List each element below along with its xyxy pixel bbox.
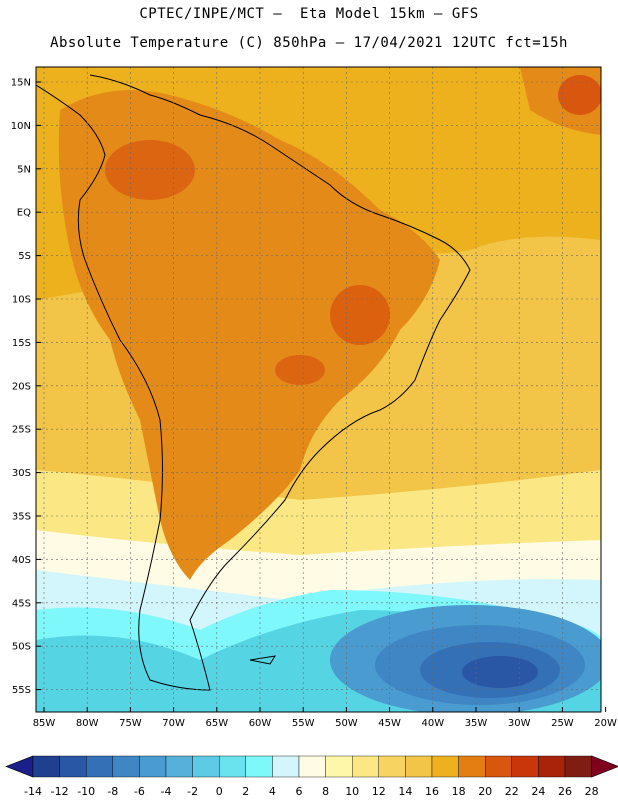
colorbar-label: 8 [322, 785, 329, 798]
lon-label: 45W [378, 718, 401, 729]
colorbar-label: 10 [345, 785, 359, 798]
colorbar-swatch [511, 755, 539, 778]
lat-label: 10S [12, 295, 31, 306]
lon-label: 65W [205, 718, 228, 729]
lat-label: 30S [12, 468, 31, 479]
lat-label: 25S [12, 425, 31, 436]
field-continent-hot [58, 90, 440, 580]
colorbar-swatch [272, 755, 300, 778]
lon-label: 40W [421, 718, 444, 729]
lon-label: 20W [594, 718, 617, 729]
lat-label: 15S [12, 338, 31, 349]
colorbar-swatch [538, 755, 566, 778]
lon-label: 75W [119, 718, 142, 729]
colorbar-label: -12 [51, 785, 69, 798]
colorbar-low-arrow [5, 755, 34, 778]
field-ne-hotter [558, 75, 601, 115]
lon-label: 25W [551, 718, 574, 729]
title-line-1: CPTEC/INPE/MCT — Eta Model 15km — GFS [139, 6, 479, 22]
lat-label: 55S [12, 685, 31, 696]
colorbar-swatch [405, 755, 433, 778]
lon-label: 50W [335, 718, 358, 729]
colorbar-label: 20 [478, 785, 492, 798]
colorbar-swatch [165, 755, 193, 778]
lat-label: 35S [12, 512, 31, 523]
colorbar-swatch [245, 755, 273, 778]
colorbar-label: -8 [107, 785, 118, 798]
colorbar-swatch [325, 755, 353, 778]
latitude-labels: 15N 10N 5N EQ 5S 10S 15S 20S 25S 30S 35S 40S 45S 50S 5… [11, 78, 41, 696]
colorbar-swatch [378, 755, 406, 778]
colorbar-swatch [564, 755, 592, 778]
lon-label: 35W [465, 718, 488, 729]
colorbar-label: -2 [187, 785, 198, 798]
field-hot-spot-north [105, 140, 195, 200]
lon-label: 80W [76, 718, 99, 729]
field-cold-4 [462, 656, 538, 688]
colorbar-label: -14 [24, 785, 42, 798]
colorbar-high-arrow [591, 755, 618, 778]
colorbar-label: 12 [372, 785, 386, 798]
lat-label: 15N [11, 78, 31, 89]
colorbar-label: 6 [296, 785, 303, 798]
temperature-field [36, 67, 601, 712]
colorbar-labels: -14 -12 -10 -8 -6 -4 -2 0 2 4 6 8 10 12 14 16 18 20 22 24 26… [24, 785, 599, 798]
map-frame [35, 66, 602, 713]
title-line-2: Absolute Temperature (C) 850hPa — 17/04/… [50, 35, 568, 51]
colorbar-swatch [431, 755, 459, 778]
colorbar-label: 2 [242, 785, 249, 798]
colorbar-label: 26 [558, 785, 572, 798]
colorbar-swatch [352, 755, 380, 778]
colorbar-swatch [32, 755, 60, 778]
colorbar-label: -6 [134, 785, 145, 798]
colorbar-swatch [112, 755, 140, 778]
colorbar-swatch [485, 755, 513, 778]
colorbar-swatch [59, 755, 87, 778]
colorbar-label: 22 [505, 785, 519, 798]
lat-lon-grid [36, 67, 601, 712]
field-hot-spot-brazil [330, 285, 390, 345]
lon-label: 55W [292, 718, 315, 729]
colorbar-label: 14 [398, 785, 412, 798]
colorbar-label: 18 [452, 785, 466, 798]
south-america-coast [36, 74, 471, 691]
colorbar-label: -4 [161, 785, 172, 798]
lon-label: 70W [162, 718, 185, 729]
colorbar-swatch [298, 755, 326, 778]
lon-label: 60W [249, 718, 272, 729]
longitude-labels: 85W 80W 75W 70W 65W 60W 55W 50W 45W 40W 35W 30W 25W 2… [33, 707, 617, 729]
lat-label: 10N [11, 121, 31, 132]
lat-label: 5N [17, 164, 31, 175]
colorbar-label: 24 [531, 785, 545, 798]
lat-label: 50S [12, 642, 31, 653]
colorbar-label: -10 [77, 785, 95, 798]
colorbar-swatch [218, 755, 246, 778]
colorbar-label: 0 [216, 785, 223, 798]
field-hot-spot-central [275, 355, 325, 385]
lon-label: 30W [508, 718, 531, 729]
lat-label: 45S [12, 598, 31, 609]
colorbar-label: 4 [269, 785, 276, 798]
lon-label: 85W [33, 718, 56, 729]
colorbar-label: 28 [585, 785, 599, 798]
colorbar-swatch [192, 755, 220, 778]
lat-label: EQ [17, 208, 31, 219]
colorbar-swatch [139, 755, 167, 778]
lat-label: 40S [12, 555, 31, 566]
lat-label: 20S [12, 381, 31, 392]
colorbar-swatch [85, 755, 113, 778]
colorbar-label: 16 [425, 785, 439, 798]
colorbar [5, 755, 618, 778]
colorbar-swatch [458, 755, 486, 778]
lat-label: 5S [18, 251, 31, 262]
